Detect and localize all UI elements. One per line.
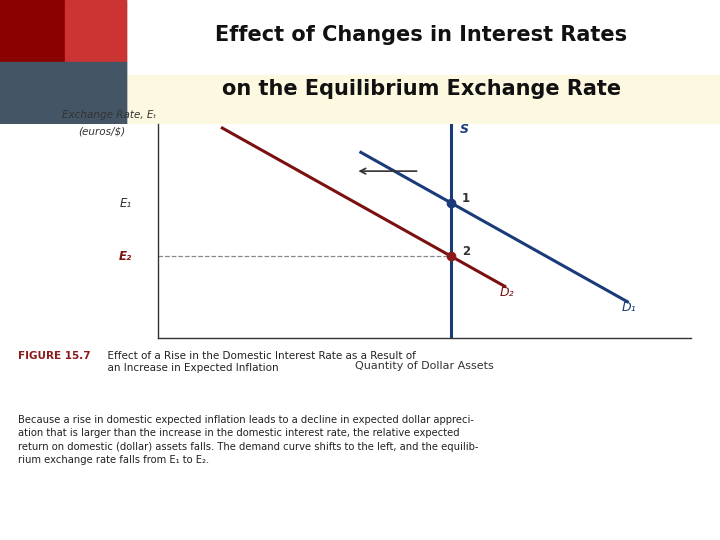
Text: D₂: D₂ bbox=[500, 286, 514, 299]
Bar bbox=[0, 0, 126, 124]
Text: E₁: E₁ bbox=[120, 197, 132, 210]
Bar bbox=[65, 0, 126, 62]
Text: D₁: D₁ bbox=[622, 301, 636, 314]
Text: ©2012 Pearson Education. All rights reserved.: ©2012 Pearson Education. All rights rese… bbox=[18, 510, 261, 521]
Text: FIGURE 15.7: FIGURE 15.7 bbox=[18, 351, 91, 361]
Bar bbox=[0, 0, 65, 62]
Text: 2: 2 bbox=[462, 245, 470, 258]
Text: (euros/$): (euros/$) bbox=[78, 127, 125, 137]
Text: E₂: E₂ bbox=[119, 250, 132, 263]
Text: 1: 1 bbox=[462, 192, 470, 205]
Text: Exchange Rate, Eₜ: Exchange Rate, Eₜ bbox=[63, 110, 157, 120]
Text: Because a rise in domestic expected inflation leads to a decline in expected dol: Because a rise in domestic expected infl… bbox=[18, 415, 479, 465]
Bar bbox=[0, 75, 720, 124]
Text: on the Equilibrium Exchange Rate: on the Equilibrium Exchange Rate bbox=[222, 79, 621, 99]
Text: 15-40: 15-40 bbox=[631, 505, 698, 525]
Bar bbox=[0, 62, 126, 124]
Text: Effect of a Rise in the Domestic Interest Rate as a Result of
  an Increase in E: Effect of a Rise in the Domestic Interes… bbox=[101, 351, 415, 373]
Text: Quantity of Dollar Assets: Quantity of Dollar Assets bbox=[356, 361, 494, 371]
Text: S: S bbox=[459, 123, 469, 136]
Text: Effect of Changes in Interest Rates: Effect of Changes in Interest Rates bbox=[215, 25, 627, 45]
